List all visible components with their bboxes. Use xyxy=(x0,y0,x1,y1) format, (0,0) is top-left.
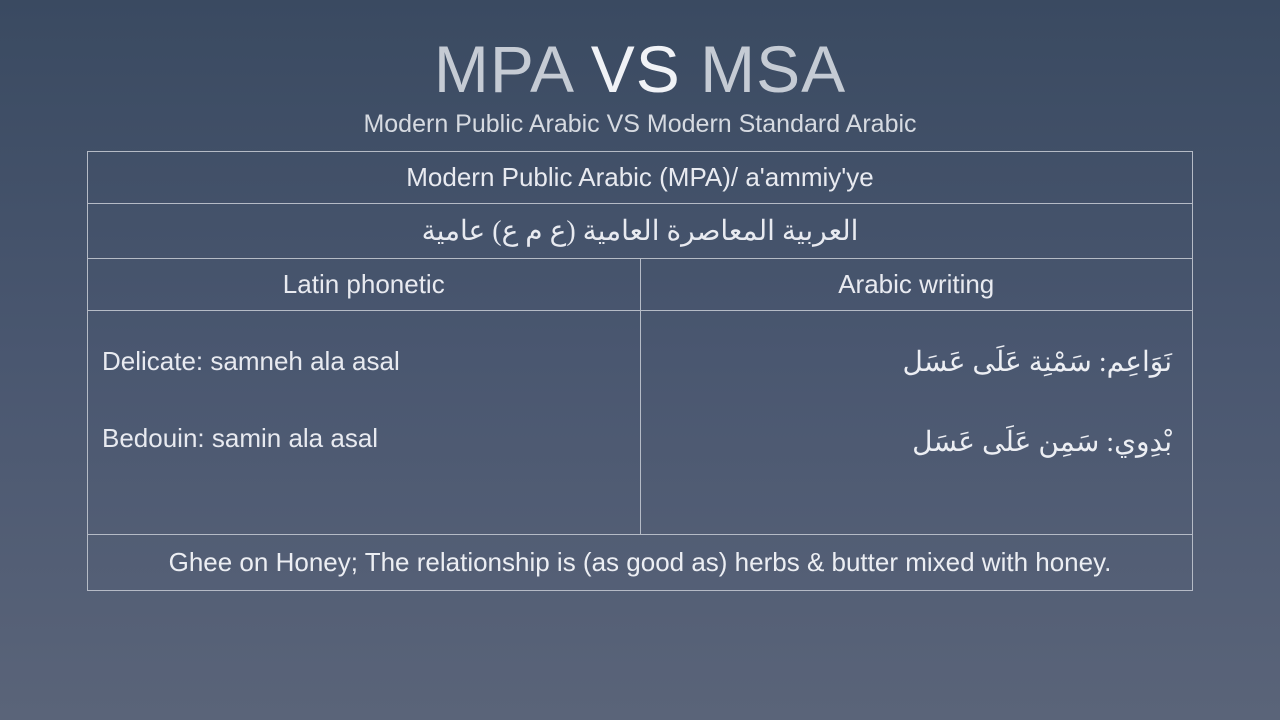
table-header-en: Modern Public Arabic (MPA)/ a'ammiy'ye xyxy=(88,152,1193,204)
latin-line1: Delicate: samneh ala asal xyxy=(102,341,626,381)
col-header-arabic: Arabic writing xyxy=(640,259,1193,311)
slide-title: MPA VS MSA xyxy=(434,35,846,104)
comparison-table: Modern Public Arabic (MPA)/ a'ammiy'ye ا… xyxy=(87,151,1193,591)
slide: MPA VS MSA Modern Public Arabic VS Moder… xyxy=(0,0,1280,720)
table-header-ar: العربية المعاصرة العامية (ع م ع) عامية xyxy=(88,204,1193,259)
latin-line2: Bedouin: samin ala asal xyxy=(102,418,626,458)
cell-latin: Delicate: samneh ala asal Bedouin: samin… xyxy=(88,311,641,535)
cell-arabic: نَوَاعِم: سَمْنِة عَلَى عَسَل بْدِوي: سَ… xyxy=(640,311,1193,535)
table-footer: Ghee on Honey; The relationship is (as g… xyxy=(88,535,1193,591)
title-part1: MPA xyxy=(434,32,591,106)
title-part2: VS xyxy=(591,32,681,106)
arabic-line2: بْدِوي: سَمِن عَلَى عَسَل xyxy=(655,421,1173,464)
slide-subtitle: Modern Public Arabic VS Modern Standard … xyxy=(363,110,916,139)
arabic-line1: نَوَاعِم: سَمْنِة عَلَى عَسَل xyxy=(655,341,1173,384)
title-part3: MSA xyxy=(681,32,846,106)
col-header-latin: Latin phonetic xyxy=(88,259,641,311)
